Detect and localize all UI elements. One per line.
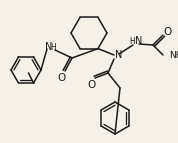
- Text: H: H: [129, 36, 135, 45]
- Text: N: N: [135, 36, 142, 46]
- Text: O: O: [163, 27, 171, 37]
- Text: N: N: [115, 50, 122, 60]
- Text: O: O: [87, 80, 95, 90]
- Text: NH: NH: [169, 51, 178, 60]
- Text: O: O: [58, 73, 66, 83]
- Text: N: N: [45, 42, 53, 52]
- Text: H: H: [50, 42, 56, 51]
